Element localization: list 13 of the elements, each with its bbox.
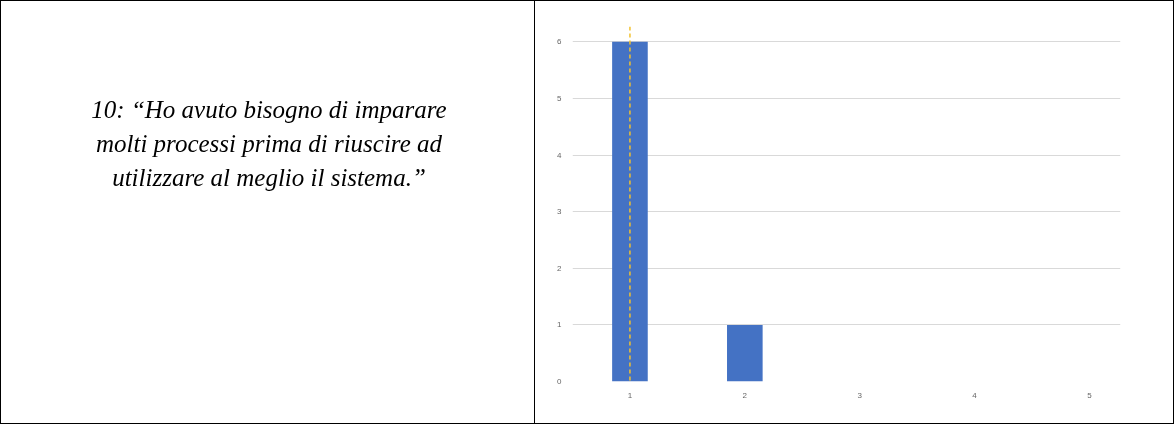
text: 10: “Ho avuto bisogno di imparare molti processi prima di riuscire ad utilizzare al meglio il sistema.” [91,96,447,191]
y-tick-label: 2 [557,263,563,273]
x-tick-label: 1 [627,390,633,400]
y-tick-label: 1 [557,320,563,330]
x-tick-label: 5 [1087,390,1093,400]
y-tick-label: 6 [557,37,563,47]
x-tick-label: 2 [742,390,748,400]
y-tick-label: 4 [557,150,563,160]
x-tick-label: 4 [972,390,978,400]
y-tick-label: 5 [557,93,563,103]
y-tick-label: 3 [557,207,563,217]
y-tick-label: 0 [557,377,563,386]
x-tick-label: 3 [857,390,863,400]
